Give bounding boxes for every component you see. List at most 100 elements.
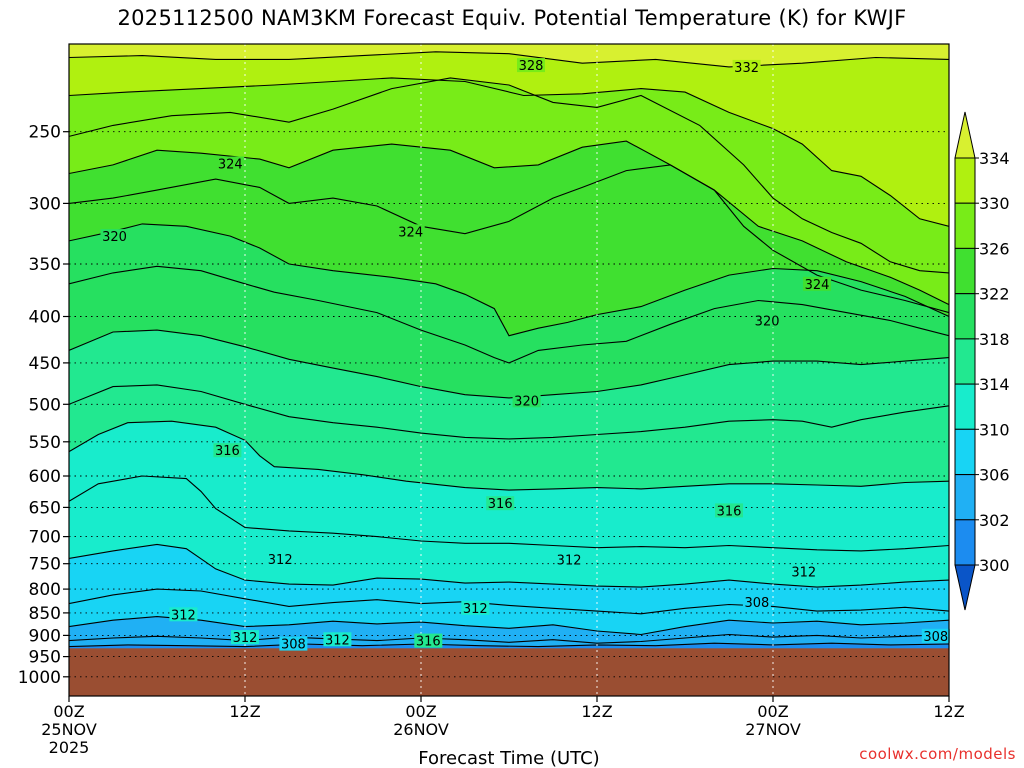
y-tick-label: 750 [29, 555, 61, 575]
contour-label: 308 [281, 638, 306, 653]
x-tick-label: 25NOV [41, 720, 97, 739]
contour-label-bg [803, 276, 831, 291]
colorbar-box [954, 338, 976, 385]
x-tick-label: 12Z [933, 702, 964, 721]
colorbar-label: 334 [979, 149, 1010, 168]
contour-line-324 [69, 164, 949, 314]
y-tick-label: 450 [29, 354, 61, 374]
contour-label-bg [213, 443, 242, 458]
colorbar-label: 314 [979, 375, 1010, 394]
terrain-mask [69, 648, 949, 696]
contour-label: 312 [171, 608, 196, 623]
contour-line-312 [69, 475, 949, 552]
contour-line-326 [69, 140, 949, 306]
colorbar-label: 330 [979, 194, 1010, 213]
contour-label-bg [921, 628, 950, 643]
y-tick-label: 500 [29, 395, 61, 415]
contour-label: 320 [102, 230, 127, 245]
contour-label: 320 [755, 315, 780, 330]
colorbar-box [954, 247, 976, 295]
colorbar-over-arrow [954, 111, 976, 159]
contour-label-bg [461, 600, 490, 615]
credit-text: coolwx.com/models [859, 745, 1016, 763]
colorbar-box [954, 157, 976, 204]
contour-label-bg [486, 496, 515, 511]
contour-line-318 [69, 329, 949, 399]
contour-label: 312 [268, 553, 293, 568]
contour-label-bg [414, 633, 443, 648]
contour-label-bg [742, 595, 771, 610]
contour-label: 332 [734, 61, 759, 76]
contour-label-bg [512, 393, 541, 408]
contour-label-bg [789, 564, 818, 579]
contour-line-304 [69, 633, 949, 644]
contour-line-330 [69, 77, 949, 227]
colorbar: 300 302 306 310 314 318 322 326 330 334 [954, 111, 1010, 611]
contour-line-316 [69, 384, 949, 440]
y-tick-label: 900 [29, 626, 61, 646]
contour-label: 308 [923, 630, 948, 645]
colorbar-label: 310 [979, 420, 1010, 439]
x-tick-label: 12Z [581, 702, 612, 721]
contour-label: 324 [805, 278, 830, 293]
colorbar-box [954, 474, 976, 521]
contour-line-332 [69, 51, 949, 68]
contour-label-bg [266, 552, 295, 566]
contour-lines [69, 51, 949, 648]
y-tick-label: 250 [29, 123, 61, 143]
y-tick-label: 400 [29, 308, 61, 328]
plot-border [68, 43, 950, 697]
contour-label-bg [100, 229, 129, 244]
y-axis: 2503003504004505005506006507007508008509… [18, 123, 69, 688]
y-tick-label: 600 [29, 467, 61, 487]
colorbar-under-arrow [954, 564, 976, 611]
contour-labels: 328 332 324 324 320 324 320 320 316 316 316 312 312 3… [100, 58, 950, 653]
colorbar-label: 326 [979, 239, 1010, 258]
x-tick-label: 12Z [229, 702, 260, 721]
contour-label-bg [169, 607, 198, 622]
colorbar-box [954, 519, 976, 566]
x-axis-label: Forecast Time (UTC) [418, 748, 599, 768]
contour-label: 316 [488, 497, 513, 512]
y-tick-label: 550 [29, 433, 61, 453]
contour-label: 316 [416, 635, 441, 650]
y-tick-label: 700 [29, 528, 61, 548]
colorbar-label: 306 [979, 466, 1010, 485]
contour-label-bg [555, 552, 584, 567]
colorbar-box [954, 202, 976, 249]
colorbar-box [954, 428, 976, 475]
contour-label-bg [231, 630, 259, 645]
contour-label-bg [216, 156, 245, 171]
y-tick-label: 850 [29, 604, 61, 624]
contour-label: 328 [519, 59, 544, 74]
y-tick-label: 1000 [18, 668, 61, 688]
contour-label: 312 [463, 602, 488, 617]
x-tick-label: 00Z [53, 702, 84, 721]
y-tick-label: 650 [29, 498, 61, 518]
contour-label: 320 [514, 394, 539, 409]
contour-line-314 [69, 420, 949, 491]
y-tick-label: 950 [29, 648, 61, 668]
contour-label-bg [323, 632, 352, 647]
contour-label-bg [396, 224, 425, 239]
contour-label: 308 [744, 596, 769, 611]
contour-label-bg [753, 313, 782, 328]
colorbar-label: 302 [979, 511, 1010, 530]
x-tick-label: 27NOV [745, 720, 801, 739]
plot-area: 328 332 324 324 320 324 320 320 316 316 316 312 312 3… [68, 43, 950, 697]
x-tick-label: 2025 [49, 738, 90, 757]
contour-label: 312 [791, 566, 816, 581]
y-tick-label: 800 [29, 580, 61, 600]
contour-label: 324 [218, 158, 243, 173]
x-tick-label: 26NOV [393, 720, 449, 739]
y-tick-label: 350 [29, 255, 61, 275]
x-tick-label: 00Z [757, 702, 788, 721]
contour-label: 312 [557, 554, 582, 569]
contour-line-328 [69, 77, 949, 274]
contour-fills [69, 51, 949, 696]
contour-label: 312 [233, 631, 258, 646]
colorbar-box [954, 383, 976, 430]
contour-label: 316 [215, 444, 240, 459]
